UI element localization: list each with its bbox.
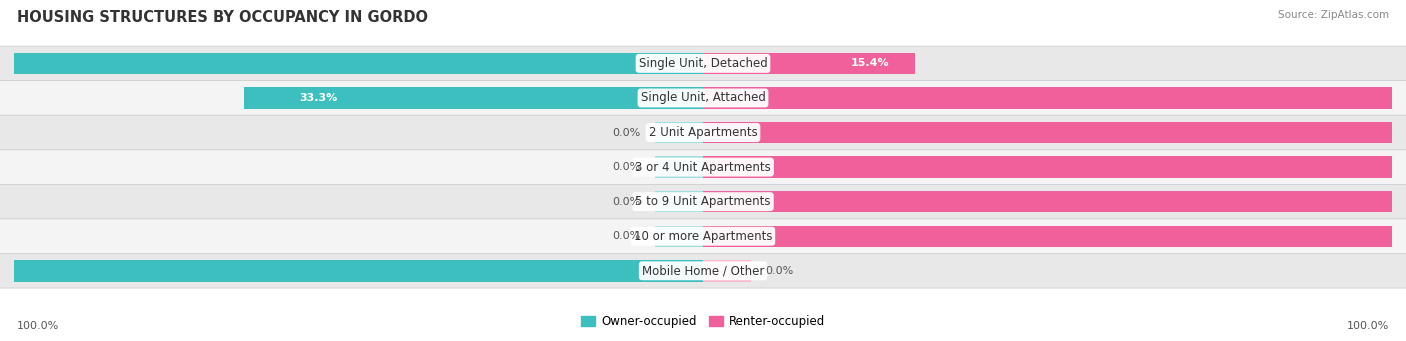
Bar [655,157,703,178]
Text: 0.0%: 0.0% [613,197,641,207]
Legend: Owner-occupied, Renter-occupied: Owner-occupied, Renter-occupied [576,310,830,333]
Text: 2 Unit Apartments: 2 Unit Apartments [648,126,758,139]
FancyBboxPatch shape [0,115,1406,150]
Text: Single Unit, Attached: Single Unit, Attached [641,91,765,104]
Bar [703,53,915,74]
Text: 0.0%: 0.0% [613,231,641,241]
Text: 10 or more Apartments: 10 or more Apartments [634,230,772,243]
Text: 5 to 9 Unit Apartments: 5 to 9 Unit Apartments [636,195,770,208]
Bar [703,191,1406,212]
Text: Mobile Home / Other: Mobile Home / Other [641,264,765,277]
Bar [655,122,703,143]
Bar [0,53,703,74]
FancyBboxPatch shape [0,46,1406,81]
FancyBboxPatch shape [0,150,1406,184]
Bar [655,225,703,247]
Text: 33.3%: 33.3% [299,93,337,103]
Text: 100.0%: 100.0% [17,321,59,331]
Text: Single Unit, Detached: Single Unit, Detached [638,57,768,70]
Bar [703,225,1406,247]
Text: 0.0%: 0.0% [765,266,793,276]
Bar [0,260,703,282]
Text: 15.4%: 15.4% [851,58,890,69]
FancyBboxPatch shape [0,253,1406,288]
Bar [245,87,703,109]
FancyBboxPatch shape [0,184,1406,219]
Text: HOUSING STRUCTURES BY OCCUPANCY IN GORDO: HOUSING STRUCTURES BY OCCUPANCY IN GORDO [17,10,427,25]
Text: 0.0%: 0.0% [613,128,641,137]
FancyBboxPatch shape [0,219,1406,253]
Text: 3 or 4 Unit Apartments: 3 or 4 Unit Apartments [636,161,770,174]
Bar [703,157,1406,178]
FancyBboxPatch shape [0,81,1406,115]
Bar [703,260,751,282]
Bar [703,87,1406,109]
Text: Source: ZipAtlas.com: Source: ZipAtlas.com [1278,10,1389,20]
Text: 0.0%: 0.0% [613,162,641,172]
Bar [655,191,703,212]
Bar [703,122,1406,143]
Text: 100.0%: 100.0% [1347,321,1389,331]
